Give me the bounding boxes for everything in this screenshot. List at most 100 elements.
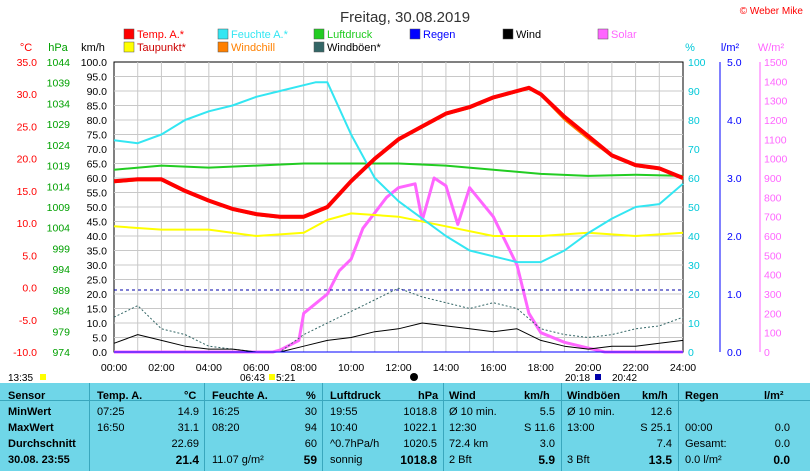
wind-tick-label: 80.0 — [87, 115, 108, 127]
table-cell: Ø 10 min. — [567, 406, 615, 418]
x-axis-labels: 00:00 02:00 04:00 06:00 08:00 10:00 12:00 14:00… — [101, 362, 696, 374]
temp-tick-label: 10.0 — [17, 218, 38, 230]
table-cell: 30 — [304, 406, 317, 418]
x-tick-label: 00:00 — [101, 362, 127, 374]
x-tick-label: 16:00 — [480, 362, 506, 374]
pressure-tick-label: 979 — [52, 326, 70, 338]
humidity-tick-label: 10 — [688, 318, 700, 330]
x-tick-label: 20:00 — [575, 362, 601, 374]
column-divider-6 — [678, 383, 679, 471]
table-cell: 3 Bft — [567, 454, 590, 466]
legend-swatch — [502, 28, 514, 40]
header-humidity: Feuchte A. — [212, 390, 268, 402]
table-cell: 7.4 — [656, 438, 672, 450]
legend-swatch — [217, 41, 229, 53]
x-tick-label: 14:00 — [433, 362, 459, 374]
rain-tick-label: 5.0 — [727, 57, 742, 69]
wind-tick-label: 95.0 — [87, 72, 108, 84]
wind-tick-label: 60.0 — [87, 173, 108, 185]
header-temp: Temp. A. — [97, 390, 143, 402]
solar-tick-label: 1100 — [764, 134, 787, 146]
legend-label: Windchill — [231, 42, 275, 54]
header-sensor: Sensor — [8, 390, 46, 402]
table-cell: 1018.8 — [400, 453, 437, 467]
legend-swatch — [123, 41, 135, 53]
legend-swatch — [217, 28, 229, 40]
table-cell: 11.07 g/m² — [212, 454, 264, 466]
table-cell: 0.0 — [774, 422, 790, 434]
humidity-tick-label: 30 — [688, 260, 700, 272]
wind-tick-label: 5.0 — [92, 333, 107, 345]
wind-tick-label: 70.0 — [87, 144, 108, 156]
legend-swatch — [313, 28, 325, 40]
current-time-marker — [40, 374, 46, 380]
column-divider-2 — [204, 383, 205, 471]
legend-label: Solar — [611, 29, 637, 41]
table-cell: 14.9 — [177, 406, 199, 418]
row-label: MinWert — [8, 406, 52, 418]
current-time: 13:35 — [8, 373, 33, 383]
solar-tick-label: 1400 — [764, 76, 788, 88]
wind-tick-label: 15.0 — [87, 304, 108, 316]
humidity-tick-label: 80 — [688, 115, 700, 127]
table-cell: 59 — [303, 453, 317, 467]
solar-tick-label: 1300 — [764, 96, 788, 108]
legend-swatch — [123, 28, 135, 40]
wind-tick-label: 25.0 — [87, 275, 108, 287]
wind-tick-label: 45.0 — [87, 217, 108, 229]
solar-tick-label: 700 — [764, 212, 782, 224]
table-cell: S 25.1 — [640, 422, 672, 434]
table-cell: 08:20 — [212, 422, 240, 434]
humidity-tick-label: 40 — [688, 231, 700, 243]
table-divider-top — [0, 400, 810, 401]
wind-tick-label: 40.0 — [87, 231, 108, 243]
pressure-tick-label: 1034 — [47, 98, 71, 110]
temp-tick-label: -5.0 — [19, 315, 37, 327]
temp-tick-label: 25.0 — [17, 121, 38, 133]
table-cell: 1022.1 — [403, 422, 437, 434]
table-cell: 94 — [304, 422, 317, 434]
table-cell: 5.5 — [539, 406, 555, 418]
pressure-tick-label: 1009 — [47, 202, 71, 214]
row-label: MaxWert — [8, 422, 54, 434]
table-cell: 0.0 l/m² — [685, 454, 722, 466]
rain-tick-label: 4.0 — [727, 115, 742, 127]
x-tick-label: 10:00 — [338, 362, 364, 374]
legend-label: Regen — [423, 29, 455, 41]
humidity-tick-label: 70 — [688, 144, 700, 156]
solar-tick-label: 0 — [764, 347, 770, 359]
x-tick-label: 04:00 — [196, 362, 222, 374]
table-cell: 21.4 — [175, 453, 199, 467]
solar-tick-label: 1200 — [764, 115, 788, 127]
table-cell: 13.5 — [648, 453, 672, 467]
x-tick-label: 22:00 — [622, 362, 648, 374]
legend-swatch — [409, 28, 421, 40]
rain-tick-label: 0.0 — [727, 347, 742, 359]
table-cell: 00:00 — [685, 422, 713, 434]
header-gust: Windböen — [567, 390, 621, 402]
solar-tick-label: 800 — [764, 192, 782, 204]
wind-axis-unit: km/h — [81, 42, 105, 54]
x-tick-label: 08:00 — [291, 362, 317, 374]
sunset-marker — [595, 374, 601, 380]
table-cell: 1018.8 — [403, 406, 437, 418]
sunset-time-2: 20:42 — [612, 373, 637, 383]
rain-tick-label: 3.0 — [727, 173, 742, 185]
pressure-tick-label: 999 — [52, 243, 70, 255]
series-line-feuchtea — [113, 81, 684, 264]
table-cell: 12:30 — [449, 422, 477, 434]
header-rain-unit: l/m² — [764, 390, 784, 402]
humidity-tick-label: 60 — [688, 173, 700, 185]
table-cell: Ø 10 min. — [449, 406, 497, 418]
series-line-solar — [114, 176, 683, 354]
pressure-tick-label: 1004 — [47, 223, 71, 235]
row-label: Durchschnitt — [8, 438, 76, 450]
header-pressure: Luftdruck — [330, 390, 381, 402]
legend-label: Feuchte A.* — [231, 29, 289, 41]
legend-swatch — [313, 41, 325, 53]
pressure-tick-label: 1014 — [47, 181, 71, 193]
header-rain: Regen — [685, 390, 719, 402]
chart-title: Freitag, 30.08.2019 — [340, 9, 470, 26]
solar-tick-label: 100 — [764, 328, 782, 340]
weather-chart: Freitag, 30.08.2019 © Weber Mike Temp. A… — [8, 6, 803, 383]
